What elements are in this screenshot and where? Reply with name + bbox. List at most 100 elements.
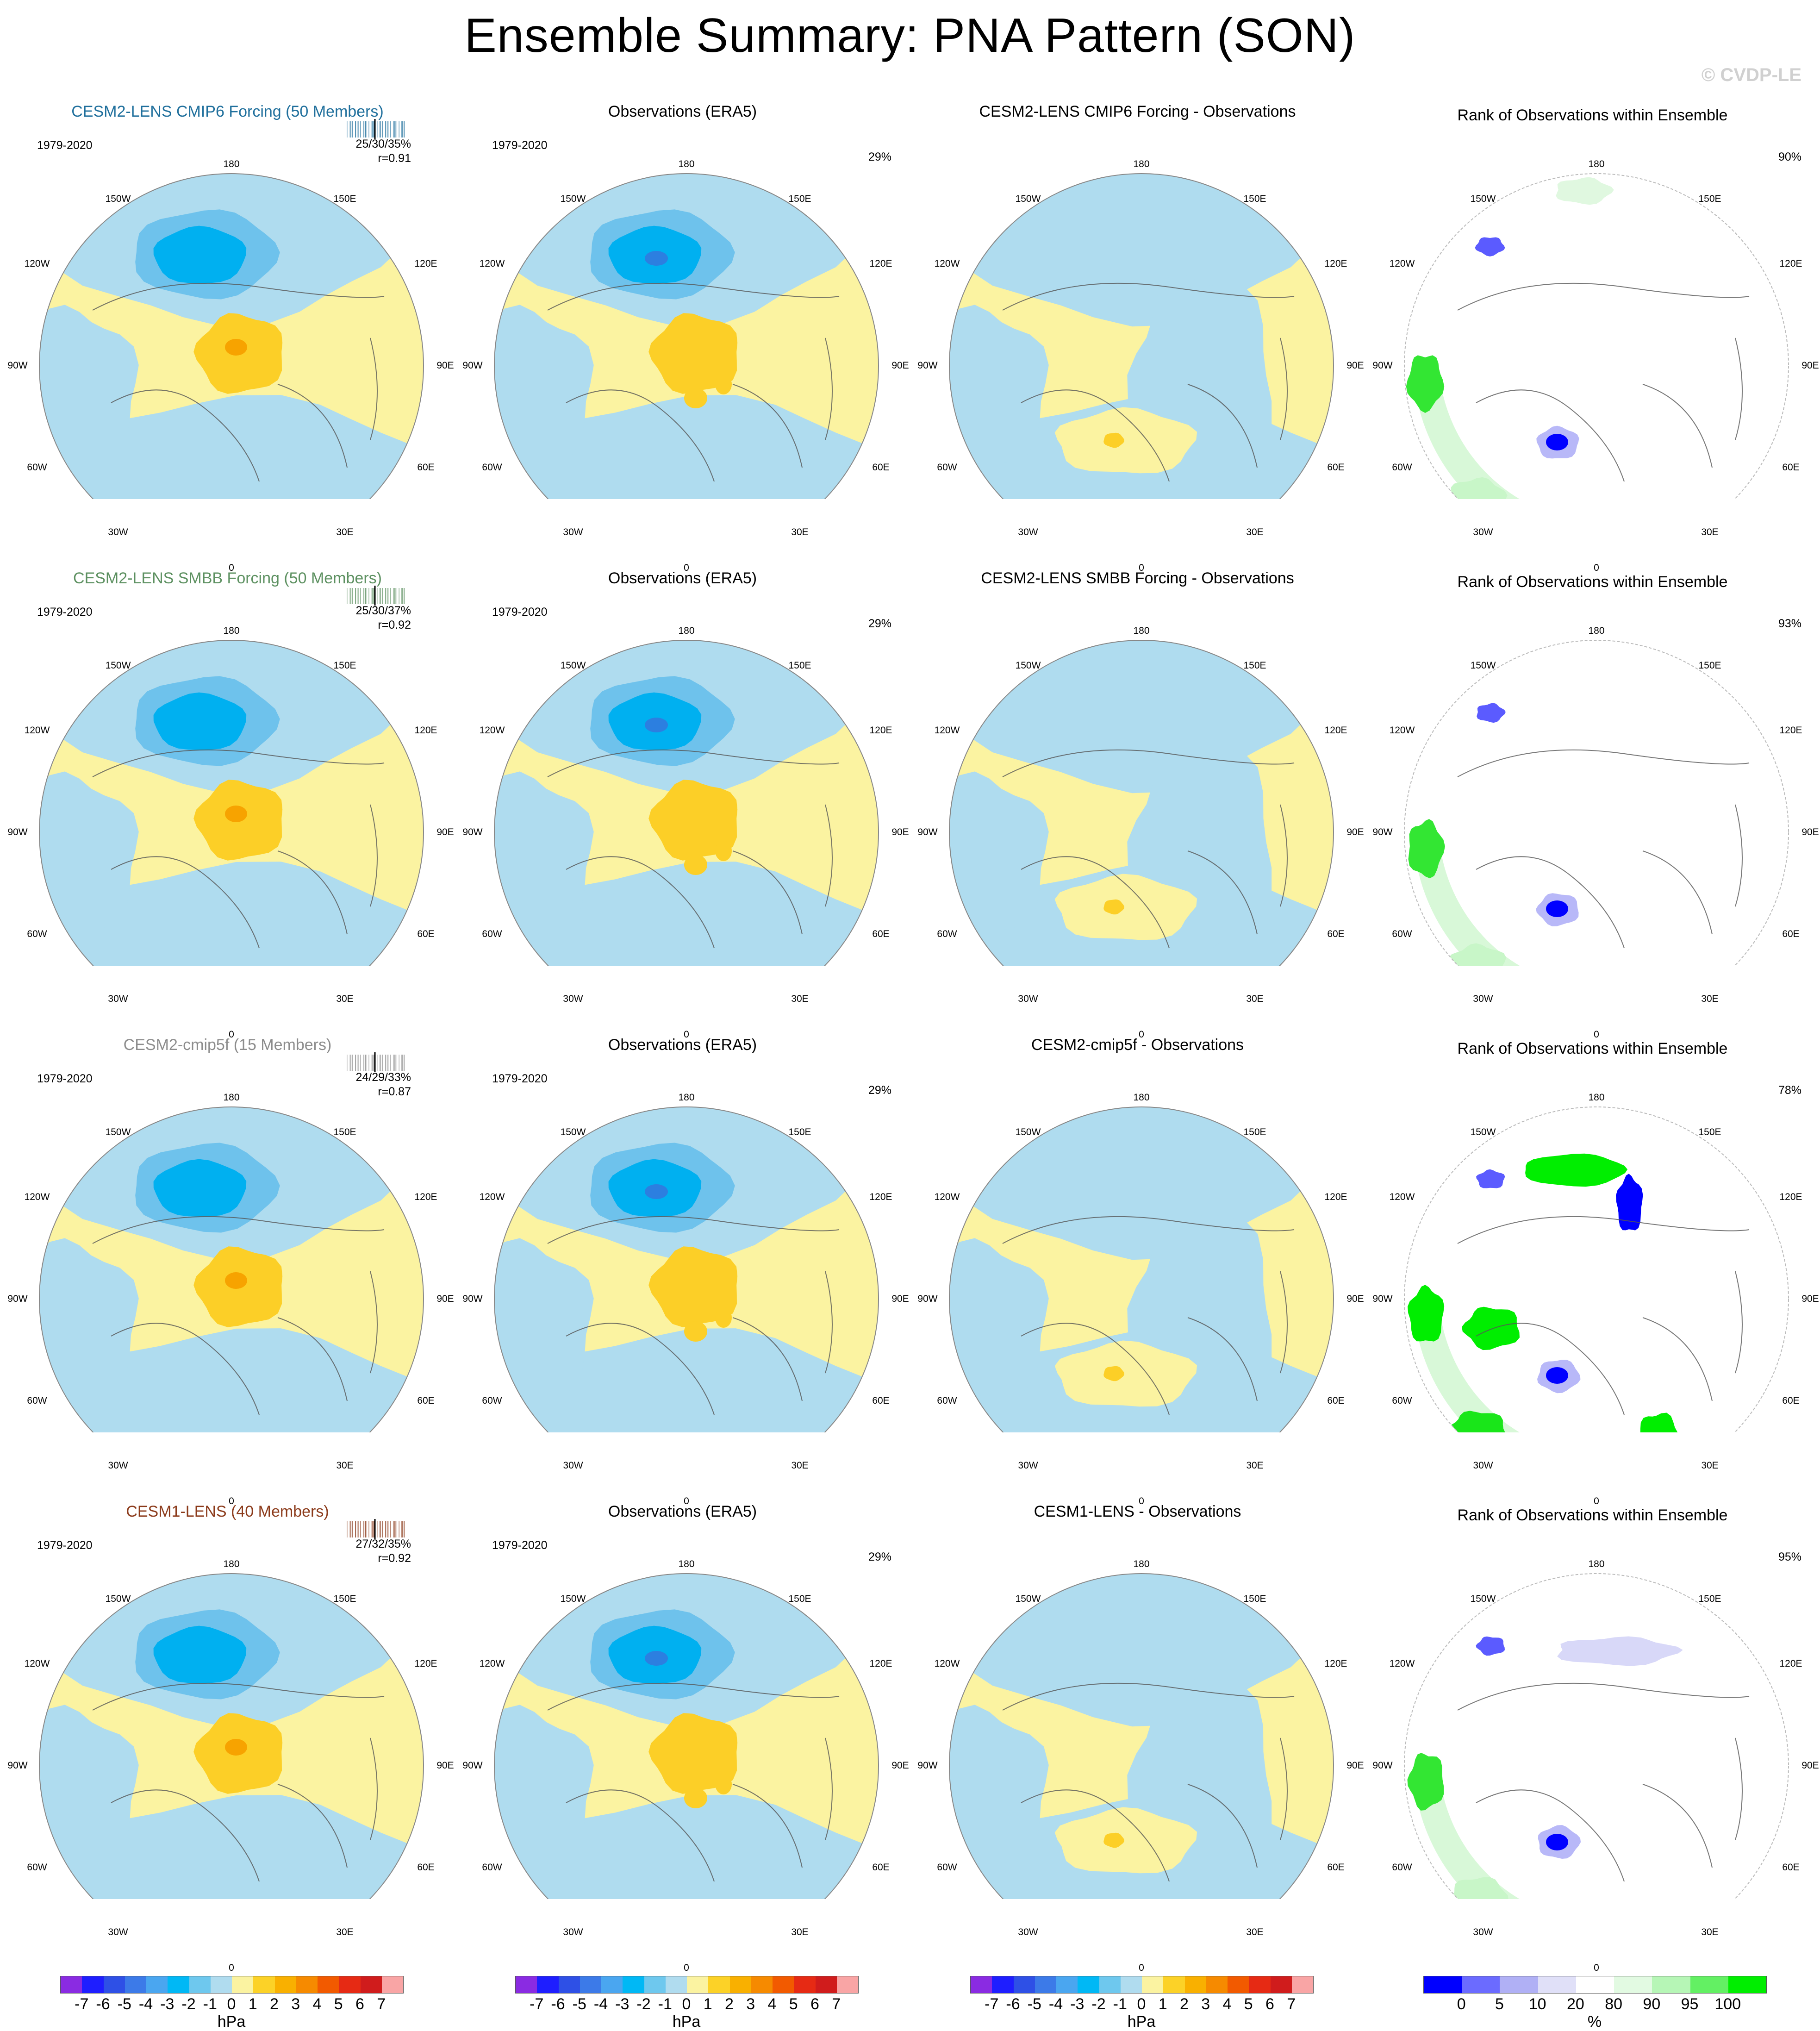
colorbar-tick: -6 <box>1006 1995 1020 2013</box>
longitude-label: 180 <box>678 159 695 169</box>
longitude-label: 120W <box>1389 725 1415 736</box>
map-diff <box>949 1106 1334 1432</box>
longitude-label: 120W <box>934 725 960 736</box>
colorbar-segment <box>1099 1976 1121 1993</box>
longitude-label: 150E <box>788 1594 811 1604</box>
longitude-label: 90W <box>462 360 483 371</box>
longitude-label: 150W <box>105 660 131 671</box>
longitude-label: 180 <box>1588 1559 1605 1569</box>
longitude-label: 0 <box>1594 1962 1599 1973</box>
longitude-label: 150E <box>1698 1127 1721 1137</box>
longitude-label: 60E <box>1327 1395 1345 1406</box>
longitude-label: 0 <box>1594 1029 1599 1040</box>
ensemble-spread-ticks <box>347 119 405 139</box>
colorbar-tick: -6 <box>96 1995 110 2013</box>
colorbar-segment <box>1206 1976 1228 1993</box>
map-model <box>39 1106 424 1432</box>
colorbar-segment <box>1163 1976 1185 1993</box>
colorbar-segment <box>836 1976 858 1993</box>
colorbar-tick: -1 <box>1113 1995 1127 2013</box>
longitude-label: 90E <box>436 1760 454 1771</box>
longitude-label: 120E <box>869 1192 892 1202</box>
longitude-label: 0 <box>684 562 689 573</box>
panel-obs-row4: Observations (ERA5) 180 150E 120E 90E 60E 30E 0… <box>455 1432 910 1973</box>
colorbar-segment <box>558 1976 580 1993</box>
longitude-label: 150E <box>788 660 811 671</box>
colorbar-tick: 1 <box>248 1995 257 2013</box>
longitude-label: 120W <box>479 1658 505 1669</box>
ensemble-stats: 25/30/37% r=0.92 <box>355 604 411 632</box>
longitude-label: 60W <box>1392 1395 1412 1406</box>
period-label: 1979-2020 <box>37 606 93 619</box>
period-label: 1979-2020 <box>492 606 548 619</box>
panel-model-row3: CESM2-cmip5f (15 Members) 180 150E 120E 90E 6… <box>0 966 455 1506</box>
longitude-label: 120W <box>479 725 505 736</box>
longitude-label: 150E <box>1698 194 1721 204</box>
colorbar-segment <box>773 1976 794 1993</box>
longitude-label: 90W <box>1372 1294 1393 1304</box>
longitude-label: 30W <box>1473 1460 1493 1471</box>
variance-pct: 29% <box>868 150 891 163</box>
longitude-label: 30W <box>1018 1927 1038 1937</box>
longitude-label: 60W <box>1392 462 1412 473</box>
longitude-label: 30E <box>1246 1460 1264 1471</box>
longitude-label: 120E <box>869 725 892 736</box>
longitude-label: 90E <box>1346 1760 1364 1771</box>
page-title: Ensemble Summary: PNA Pattern (SON) <box>464 9 1356 62</box>
panel-model-row1: CESM2-LENS CMIP6 Forcing (50 Members) 180… <box>0 32 455 573</box>
colorbar-unit: % <box>1587 2013 1602 2031</box>
longitude-label: 30E <box>336 527 354 537</box>
model-panel-title: CESM2-cmip5f (15 Members) <box>123 1036 332 1054</box>
longitude-label: 120W <box>24 258 50 269</box>
longitude-label: 30E <box>791 1460 809 1471</box>
longitude-label: 30E <box>1246 994 1264 1004</box>
period-label: 1979-2020 <box>37 1072 93 1085</box>
colorbar-segment <box>537 1976 559 1993</box>
colorbar-unit: hPa <box>672 2013 701 2031</box>
longitude-label: 60W <box>937 929 957 939</box>
period-label: 1979-2020 <box>492 139 548 152</box>
map-rank <box>1404 173 1789 499</box>
longitude-label: 60W <box>1392 1862 1412 1873</box>
longitude-label: 150W <box>105 194 131 204</box>
model-panel-title: CESM1-LENS (40 Members) <box>126 1503 329 1520</box>
colorbar-segment <box>296 1976 318 1993</box>
longitude-label: 120E <box>869 1658 892 1669</box>
panel-obs-row2: Observations (ERA5) 180 150E 120E 90E 60E 30E 0… <box>455 499 910 1040</box>
panel-rank-row1: Rank of Observations within Ensemble 180 1… <box>1365 32 1820 573</box>
colorbar-hpa <box>970 1976 1314 1994</box>
longitude-label: 60E <box>1782 462 1800 473</box>
map-obs <box>494 640 879 966</box>
colorbar-segment <box>623 1976 644 1993</box>
rank-pct: 95% <box>1778 1550 1801 1563</box>
longitude-label: 90W <box>7 1294 28 1304</box>
colorbar-tick: 4 <box>767 1995 777 2013</box>
longitude-label: 30E <box>1701 994 1719 1004</box>
diff-panel-title: CESM2-LENS SMBB Forcing - Observations <box>981 569 1294 587</box>
panel-diff-row2: CESM2-LENS SMBB Forcing - Observations 18… <box>910 499 1365 1040</box>
longitude-label: 120E <box>1324 1192 1347 1202</box>
colorbar-segment <box>1538 1976 1576 1993</box>
obs-panel-title: Observations (ERA5) <box>608 103 757 120</box>
colorbar-tick: 7 <box>377 1995 386 2013</box>
longitude-label: 60W <box>482 929 502 939</box>
ensemble-stats: 27/32/35% r=0.92 <box>355 1537 411 1566</box>
panel-obs-row1: Observations (ERA5) 180 150E 120E 90E 60E 30E 0… <box>455 32 910 573</box>
ensemble-spread-ticks <box>347 1519 405 1539</box>
period-label: 1979-2020 <box>37 139 93 152</box>
variance-range: 25/30/37% <box>355 604 411 617</box>
colorbar-segment <box>665 1976 687 1993</box>
colorbar-tick: -5 <box>1027 1995 1041 2013</box>
longitude-label: 150E <box>788 194 811 204</box>
longitude-label: 90E <box>891 827 909 837</box>
longitude-label: 180 <box>223 1559 240 1569</box>
colorbar-tick: 1 <box>1158 1995 1167 2013</box>
longitude-label: 120E <box>1779 1192 1802 1202</box>
colorbar-tick: 100 <box>1714 1995 1741 2013</box>
map-model <box>39 640 424 966</box>
colorbar-segment <box>1614 1976 1652 1993</box>
longitude-label: 120W <box>479 1192 505 1202</box>
longitude-label: 120W <box>24 1192 50 1202</box>
colorbar-tick: -3 <box>615 1995 630 2013</box>
longitude-label: 30W <box>563 994 583 1004</box>
